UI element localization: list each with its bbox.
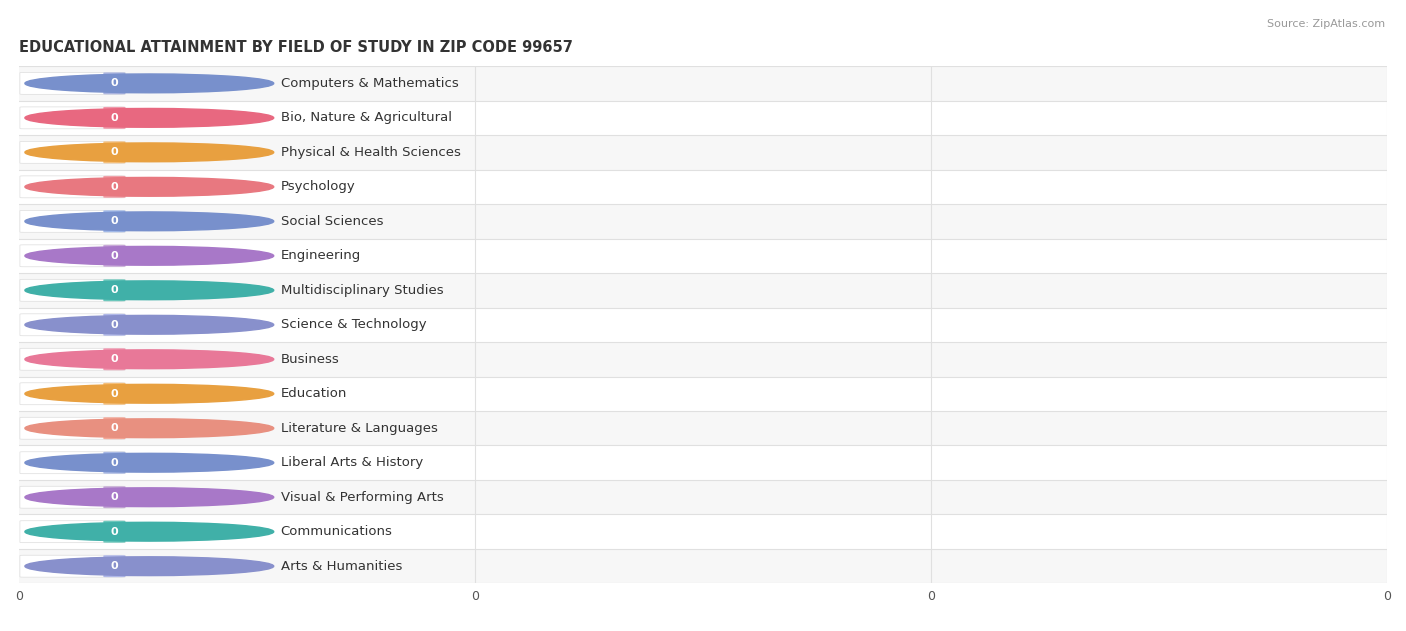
Bar — [20, 135, 1386, 170]
FancyBboxPatch shape — [20, 176, 125, 198]
Text: Science & Technology: Science & Technology — [281, 318, 426, 331]
FancyBboxPatch shape — [104, 141, 125, 163]
Circle shape — [25, 246, 274, 265]
Text: Physical & Health Sciences: Physical & Health Sciences — [281, 146, 460, 159]
Circle shape — [25, 281, 274, 300]
Bar — [20, 342, 1386, 377]
FancyBboxPatch shape — [104, 245, 125, 267]
Text: 0: 0 — [111, 492, 118, 502]
Text: Visual & Performing Arts: Visual & Performing Arts — [281, 491, 443, 504]
Text: 0: 0 — [111, 457, 118, 468]
FancyBboxPatch shape — [104, 176, 125, 198]
FancyBboxPatch shape — [104, 73, 125, 95]
Circle shape — [25, 557, 274, 575]
Bar — [20, 204, 1386, 239]
Bar — [20, 411, 1386, 445]
Circle shape — [25, 177, 274, 196]
Text: Liberal Arts & History: Liberal Arts & History — [281, 456, 423, 469]
Text: 0: 0 — [111, 216, 118, 227]
Circle shape — [25, 419, 274, 438]
Circle shape — [25, 109, 274, 127]
FancyBboxPatch shape — [104, 555, 125, 577]
Text: Arts & Humanities: Arts & Humanities — [281, 560, 402, 573]
FancyBboxPatch shape — [20, 210, 125, 232]
Text: Multidisciplinary Studies: Multidisciplinary Studies — [281, 284, 443, 297]
Circle shape — [25, 488, 274, 507]
FancyBboxPatch shape — [104, 314, 125, 336]
Text: Business: Business — [281, 353, 339, 366]
Text: 0: 0 — [111, 354, 118, 364]
FancyBboxPatch shape — [20, 555, 125, 577]
FancyBboxPatch shape — [20, 245, 125, 267]
FancyBboxPatch shape — [20, 141, 125, 163]
FancyBboxPatch shape — [104, 210, 125, 232]
Circle shape — [25, 453, 274, 472]
Bar — [20, 480, 1386, 514]
Bar — [20, 307, 1386, 342]
Text: 0: 0 — [111, 78, 118, 88]
Bar — [20, 445, 1386, 480]
Text: Computers & Mathematics: Computers & Mathematics — [281, 77, 458, 90]
FancyBboxPatch shape — [20, 417, 125, 439]
Text: 0: 0 — [111, 148, 118, 157]
Text: 0: 0 — [111, 251, 118, 261]
Bar — [20, 273, 1386, 307]
Bar — [20, 239, 1386, 273]
Circle shape — [25, 143, 274, 162]
Bar — [20, 549, 1386, 584]
Text: 0: 0 — [111, 561, 118, 571]
FancyBboxPatch shape — [20, 280, 125, 301]
FancyBboxPatch shape — [20, 348, 125, 370]
Text: Psychology: Psychology — [281, 180, 356, 193]
Circle shape — [25, 522, 274, 541]
FancyBboxPatch shape — [104, 521, 125, 543]
Text: Social Sciences: Social Sciences — [281, 215, 382, 228]
Text: Communications: Communications — [281, 525, 392, 538]
Text: 0: 0 — [111, 389, 118, 399]
Circle shape — [25, 384, 274, 403]
Text: EDUCATIONAL ATTAINMENT BY FIELD OF STUDY IN ZIP CODE 99657: EDUCATIONAL ATTAINMENT BY FIELD OF STUDY… — [20, 40, 572, 56]
Text: 0: 0 — [111, 527, 118, 537]
Circle shape — [25, 212, 274, 231]
FancyBboxPatch shape — [104, 452, 125, 474]
Bar — [20, 377, 1386, 411]
FancyBboxPatch shape — [104, 487, 125, 508]
Bar — [20, 66, 1386, 100]
FancyBboxPatch shape — [20, 452, 125, 474]
FancyBboxPatch shape — [20, 107, 125, 129]
Circle shape — [25, 316, 274, 334]
Text: Source: ZipAtlas.com: Source: ZipAtlas.com — [1267, 19, 1385, 29]
FancyBboxPatch shape — [104, 383, 125, 404]
FancyBboxPatch shape — [20, 521, 125, 543]
Text: 0: 0 — [111, 182, 118, 192]
FancyBboxPatch shape — [104, 348, 125, 370]
FancyBboxPatch shape — [20, 314, 125, 336]
Text: 0: 0 — [111, 423, 118, 433]
FancyBboxPatch shape — [104, 280, 125, 301]
Text: Bio, Nature & Agricultural: Bio, Nature & Agricultural — [281, 111, 451, 124]
FancyBboxPatch shape — [20, 73, 125, 95]
Text: 0: 0 — [111, 113, 118, 123]
Bar — [20, 514, 1386, 549]
FancyBboxPatch shape — [20, 383, 125, 404]
Circle shape — [25, 74, 274, 93]
Circle shape — [25, 350, 274, 369]
FancyBboxPatch shape — [20, 487, 125, 508]
FancyBboxPatch shape — [104, 107, 125, 129]
Bar — [20, 100, 1386, 135]
Text: Education: Education — [281, 387, 347, 400]
Text: Literature & Languages: Literature & Languages — [281, 422, 437, 435]
Text: Engineering: Engineering — [281, 249, 361, 262]
FancyBboxPatch shape — [104, 417, 125, 439]
Bar — [20, 170, 1386, 204]
Text: 0: 0 — [111, 320, 118, 330]
Text: 0: 0 — [111, 285, 118, 295]
